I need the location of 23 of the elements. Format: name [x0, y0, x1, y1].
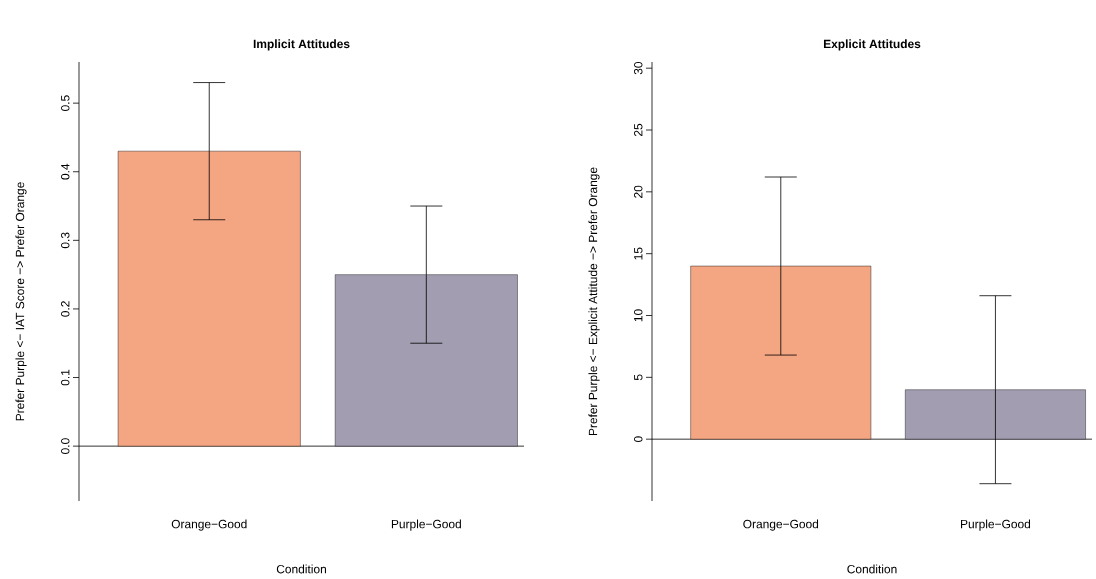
y-tick-label: 0.4	[61, 163, 70, 180]
y-tick-label: 0.2	[61, 301, 70, 317]
x-tick-label: Orange−Good	[171, 519, 247, 531]
y-tick-label: 25	[634, 123, 643, 137]
y-tick-label: 0.0	[61, 438, 70, 454]
y-tick-label: 15	[634, 247, 643, 260]
x-tick-label: Purple−Good	[391, 519, 461, 531]
y-axis-title: Prefer Purple <− Explicit Attitude −> Prefer Orange	[588, 167, 600, 436]
y-tick-label: 0.1	[61, 369, 70, 386]
y-tick-label: 0.5	[61, 95, 70, 111]
y-axis-title: Prefer Purple <− IAT Score −> Prefer Orange	[15, 182, 27, 421]
y-tick-label: 20	[634, 185, 643, 198]
x-axis-title: Condition	[276, 564, 326, 574]
y-tick-label: 5	[634, 374, 643, 381]
x-tick-label: Orange−Good	[743, 519, 819, 531]
y-tick-label: 0	[634, 436, 643, 443]
y-tick-label: 10	[634, 309, 643, 322]
chart-title: Implicit Attitudes	[253, 39, 350, 51]
y-tick-label: 0.3	[61, 232, 70, 249]
y-tick-label: 30	[634, 61, 643, 75]
chart-title: Explicit Attitudes	[823, 39, 921, 51]
x-tick-label: Purple−Good	[961, 519, 1031, 531]
x-axis-title: Condition	[847, 564, 897, 574]
